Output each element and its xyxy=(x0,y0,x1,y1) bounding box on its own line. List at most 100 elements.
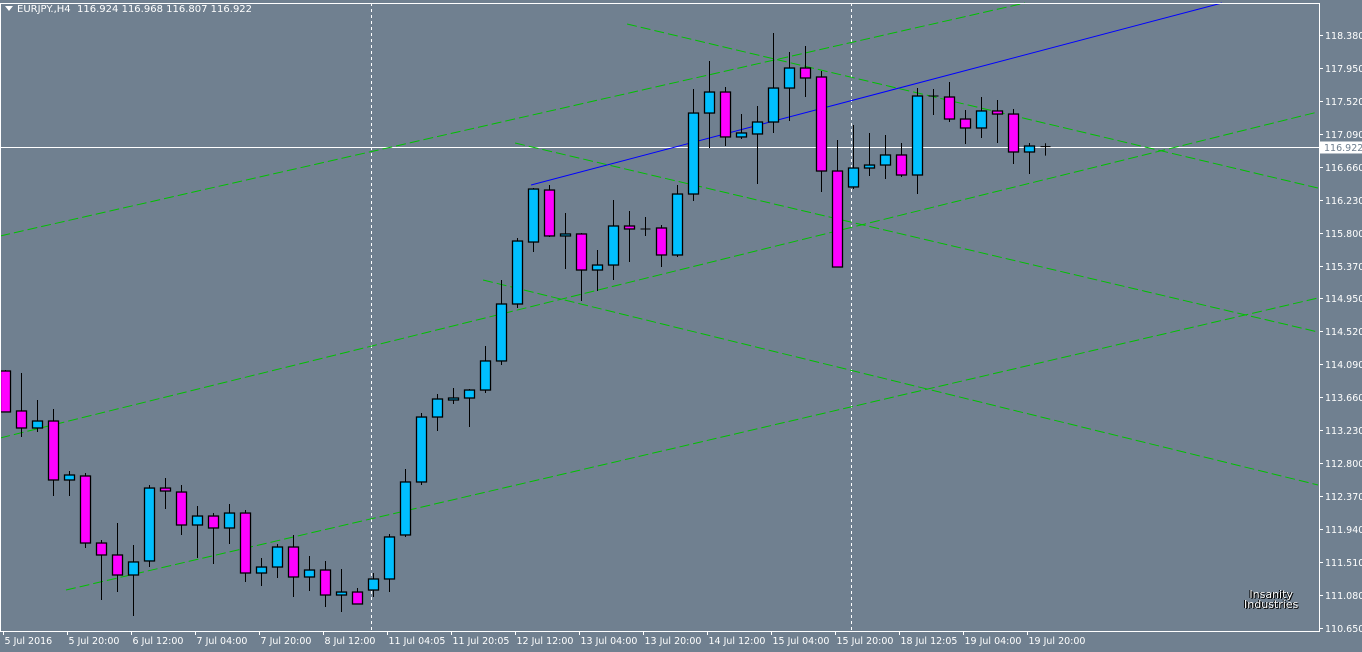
ohlc-high: 116.968 xyxy=(121,4,163,15)
candle-bear xyxy=(111,554,124,576)
candle-bull xyxy=(143,487,156,562)
y-tick-label: 116.660 xyxy=(1325,163,1362,174)
candle-bull xyxy=(703,91,716,114)
candle-bear xyxy=(543,189,556,237)
candle-bear xyxy=(47,420,60,481)
candle-bull xyxy=(447,397,460,401)
ohlc-close: 116.922 xyxy=(210,4,253,15)
candle-bear xyxy=(319,569,332,596)
candle-bear xyxy=(655,227,668,256)
candle-bear xyxy=(15,410,28,429)
candle-bull xyxy=(271,546,284,568)
candle-bear xyxy=(159,487,172,492)
x-tick-label: 8 Jul 12:00 xyxy=(325,636,376,647)
x-tick-label: 13 Jul 20:00 xyxy=(645,636,702,647)
y-tick-label: 113.660 xyxy=(1325,393,1362,404)
candle-bull xyxy=(783,67,796,89)
y-tick-label: 111.940 xyxy=(1325,525,1362,536)
candle-bull xyxy=(255,566,268,574)
x-tick-label: 15 Jul 20:00 xyxy=(837,636,894,647)
candle-bull xyxy=(383,536,396,580)
green-channel-line[interactable] xyxy=(482,279,1319,486)
y-tick-label: 112.370 xyxy=(1325,492,1362,503)
y-tick-label: 111.510 xyxy=(1325,558,1362,569)
x-tick-label: 12 Jul 12:00 xyxy=(517,636,574,647)
candle-bear xyxy=(959,118,972,129)
candle-bear xyxy=(0,370,12,413)
candle-bull xyxy=(415,416,428,483)
watermark-logo: Insanity Industries xyxy=(1244,588,1299,611)
current-price-label: 116.922 xyxy=(1324,143,1362,154)
green-channel-line[interactable] xyxy=(514,142,1319,333)
candle-bull xyxy=(367,578,380,591)
candle-bear xyxy=(799,67,812,79)
y-tick-label: 110.650 xyxy=(1325,624,1362,635)
y-tick-label: 117.950 xyxy=(1325,64,1362,75)
y-tick-label: 118.380 xyxy=(1325,31,1362,42)
candle-bull xyxy=(303,569,316,578)
plot-frame xyxy=(0,3,1320,632)
green-channel-line[interactable] xyxy=(0,2,1026,237)
x-tick-label: 7 Jul 20:00 xyxy=(261,636,312,647)
candle-bull xyxy=(431,398,444,418)
candle-bear xyxy=(95,542,108,556)
y-tick-label: 113.230 xyxy=(1325,426,1362,437)
candle-bear xyxy=(175,491,188,526)
current-price-box xyxy=(1320,141,1362,154)
chart-header: EURJPY.,H4 116.924 116.968 116.807 116.9… xyxy=(5,4,252,15)
candle-bull xyxy=(847,167,860,188)
candle-bear xyxy=(287,546,300,578)
candle-bull xyxy=(671,193,684,256)
candle-bull xyxy=(527,188,540,243)
candle-bear xyxy=(1007,113,1020,153)
candle-bull xyxy=(495,303,508,362)
blue-trendline[interactable] xyxy=(530,2,1223,186)
candle-bear xyxy=(207,515,220,529)
candle-bull xyxy=(879,154,892,166)
x-tick-label: 18 Jul 12:05 xyxy=(901,636,958,647)
x-tick-label: 11 Jul 04:05 xyxy=(389,636,446,647)
x-tick-label: 15 Jul 04:00 xyxy=(773,636,830,647)
candle-bull xyxy=(399,481,412,536)
y-tick-label: 117.520 xyxy=(1325,97,1362,108)
candle-bull xyxy=(191,515,204,526)
candle-bear xyxy=(79,475,92,544)
candle-bear xyxy=(351,591,364,605)
candle-bear xyxy=(719,91,732,138)
x-tick-label: 5 Jul 2016 xyxy=(5,636,53,647)
axes: 118.380 117.950 117.520 117.090 116.660 116.2… xyxy=(0,3,1362,647)
y-tick-label: 114.950 xyxy=(1325,294,1362,305)
y-tick-label: 117.090 xyxy=(1325,130,1362,141)
x-tick-label: 19 Jul 04:00 xyxy=(965,636,1022,647)
candle-bull xyxy=(511,240,524,305)
dropdown-triangle-icon[interactable] xyxy=(5,6,13,11)
candle-bull xyxy=(751,121,764,135)
y-tick-label: 114.520 xyxy=(1325,327,1362,338)
y-tick-label: 111.080 xyxy=(1325,591,1362,602)
green-channel-line[interactable] xyxy=(626,23,1319,189)
candle-bear xyxy=(831,170,844,268)
green-channel-line[interactable] xyxy=(65,297,1319,591)
y-tick-label: 115.370 xyxy=(1325,262,1362,273)
candle-bull xyxy=(559,233,572,237)
candle-bear xyxy=(623,225,636,230)
y-tick-label: 115.800 xyxy=(1325,229,1362,240)
candle-bull xyxy=(335,591,348,596)
candle-bull xyxy=(735,132,748,138)
candle-bull xyxy=(223,512,236,529)
ohlc-open: 116.924 xyxy=(77,4,119,15)
candle-bear xyxy=(943,96,956,120)
period-separators xyxy=(0,3,1319,631)
candle-bull xyxy=(687,112,700,195)
candle-bull xyxy=(863,164,876,169)
candle-bull xyxy=(607,225,620,266)
x-tick-label: 6 Jul 12:00 xyxy=(133,636,184,647)
x-tick-label: 5 Jul 20:00 xyxy=(69,636,120,647)
y-tick-label: 112.800 xyxy=(1325,459,1362,470)
candle-bear xyxy=(815,76,828,172)
green-channel-line[interactable] xyxy=(0,111,1319,439)
y-tick-label: 116.230 xyxy=(1325,196,1362,207)
x-tick-label: 19 Jul 20:00 xyxy=(1029,636,1086,647)
trendlines[interactable] xyxy=(0,2,1319,591)
